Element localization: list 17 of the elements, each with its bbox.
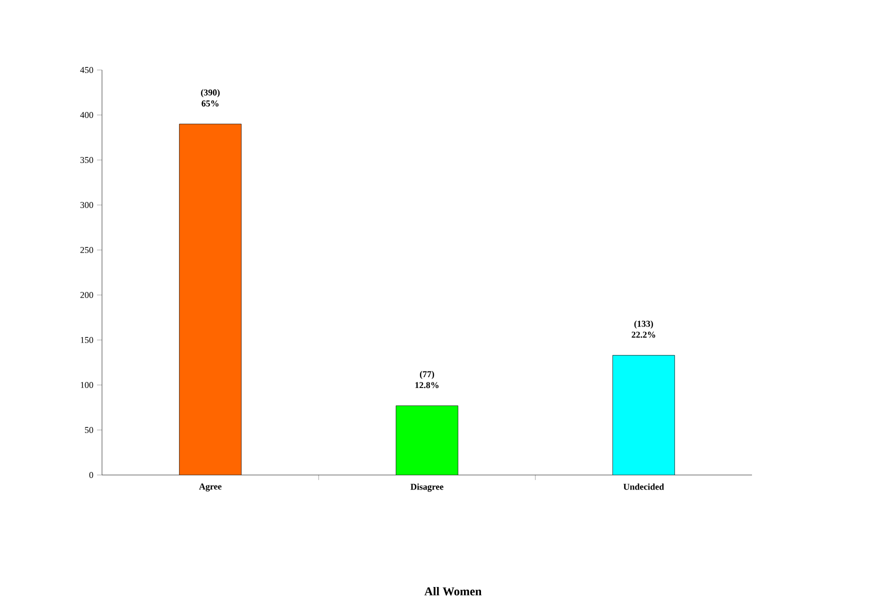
y-tick-label: 450: [80, 66, 94, 74]
y-tick-label: 0: [89, 472, 94, 478]
x-tick-label: Agree: [199, 484, 222, 492]
y-tick-label: 250: [80, 246, 94, 254]
y-tick-label: 350: [80, 156, 94, 164]
y-tick-label: 150: [80, 336, 94, 344]
data-label: (390) 65%: [201, 89, 220, 106]
y-tick-label: 50: [85, 426, 94, 434]
y-tick-label: 400: [80, 112, 94, 118]
data-label: (77) 12.8%: [415, 370, 438, 388]
y-tick-label: 200: [80, 292, 94, 298]
data-label: (133) 22.2%: [632, 320, 656, 338]
x-tick-label: Undecided: [623, 484, 664, 490]
y-tick-label: 300: [80, 202, 94, 208]
x-tick-label: Disagree: [410, 484, 444, 492]
y-tick-label: 100: [80, 382, 94, 388]
text: All Women: [424, 587, 482, 596]
